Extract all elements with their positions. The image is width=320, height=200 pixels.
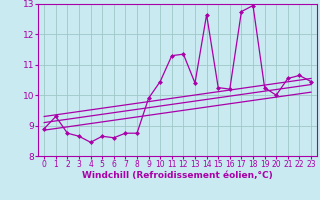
X-axis label: Windchill (Refroidissement éolien,°C): Windchill (Refroidissement éolien,°C) xyxy=(82,171,273,180)
